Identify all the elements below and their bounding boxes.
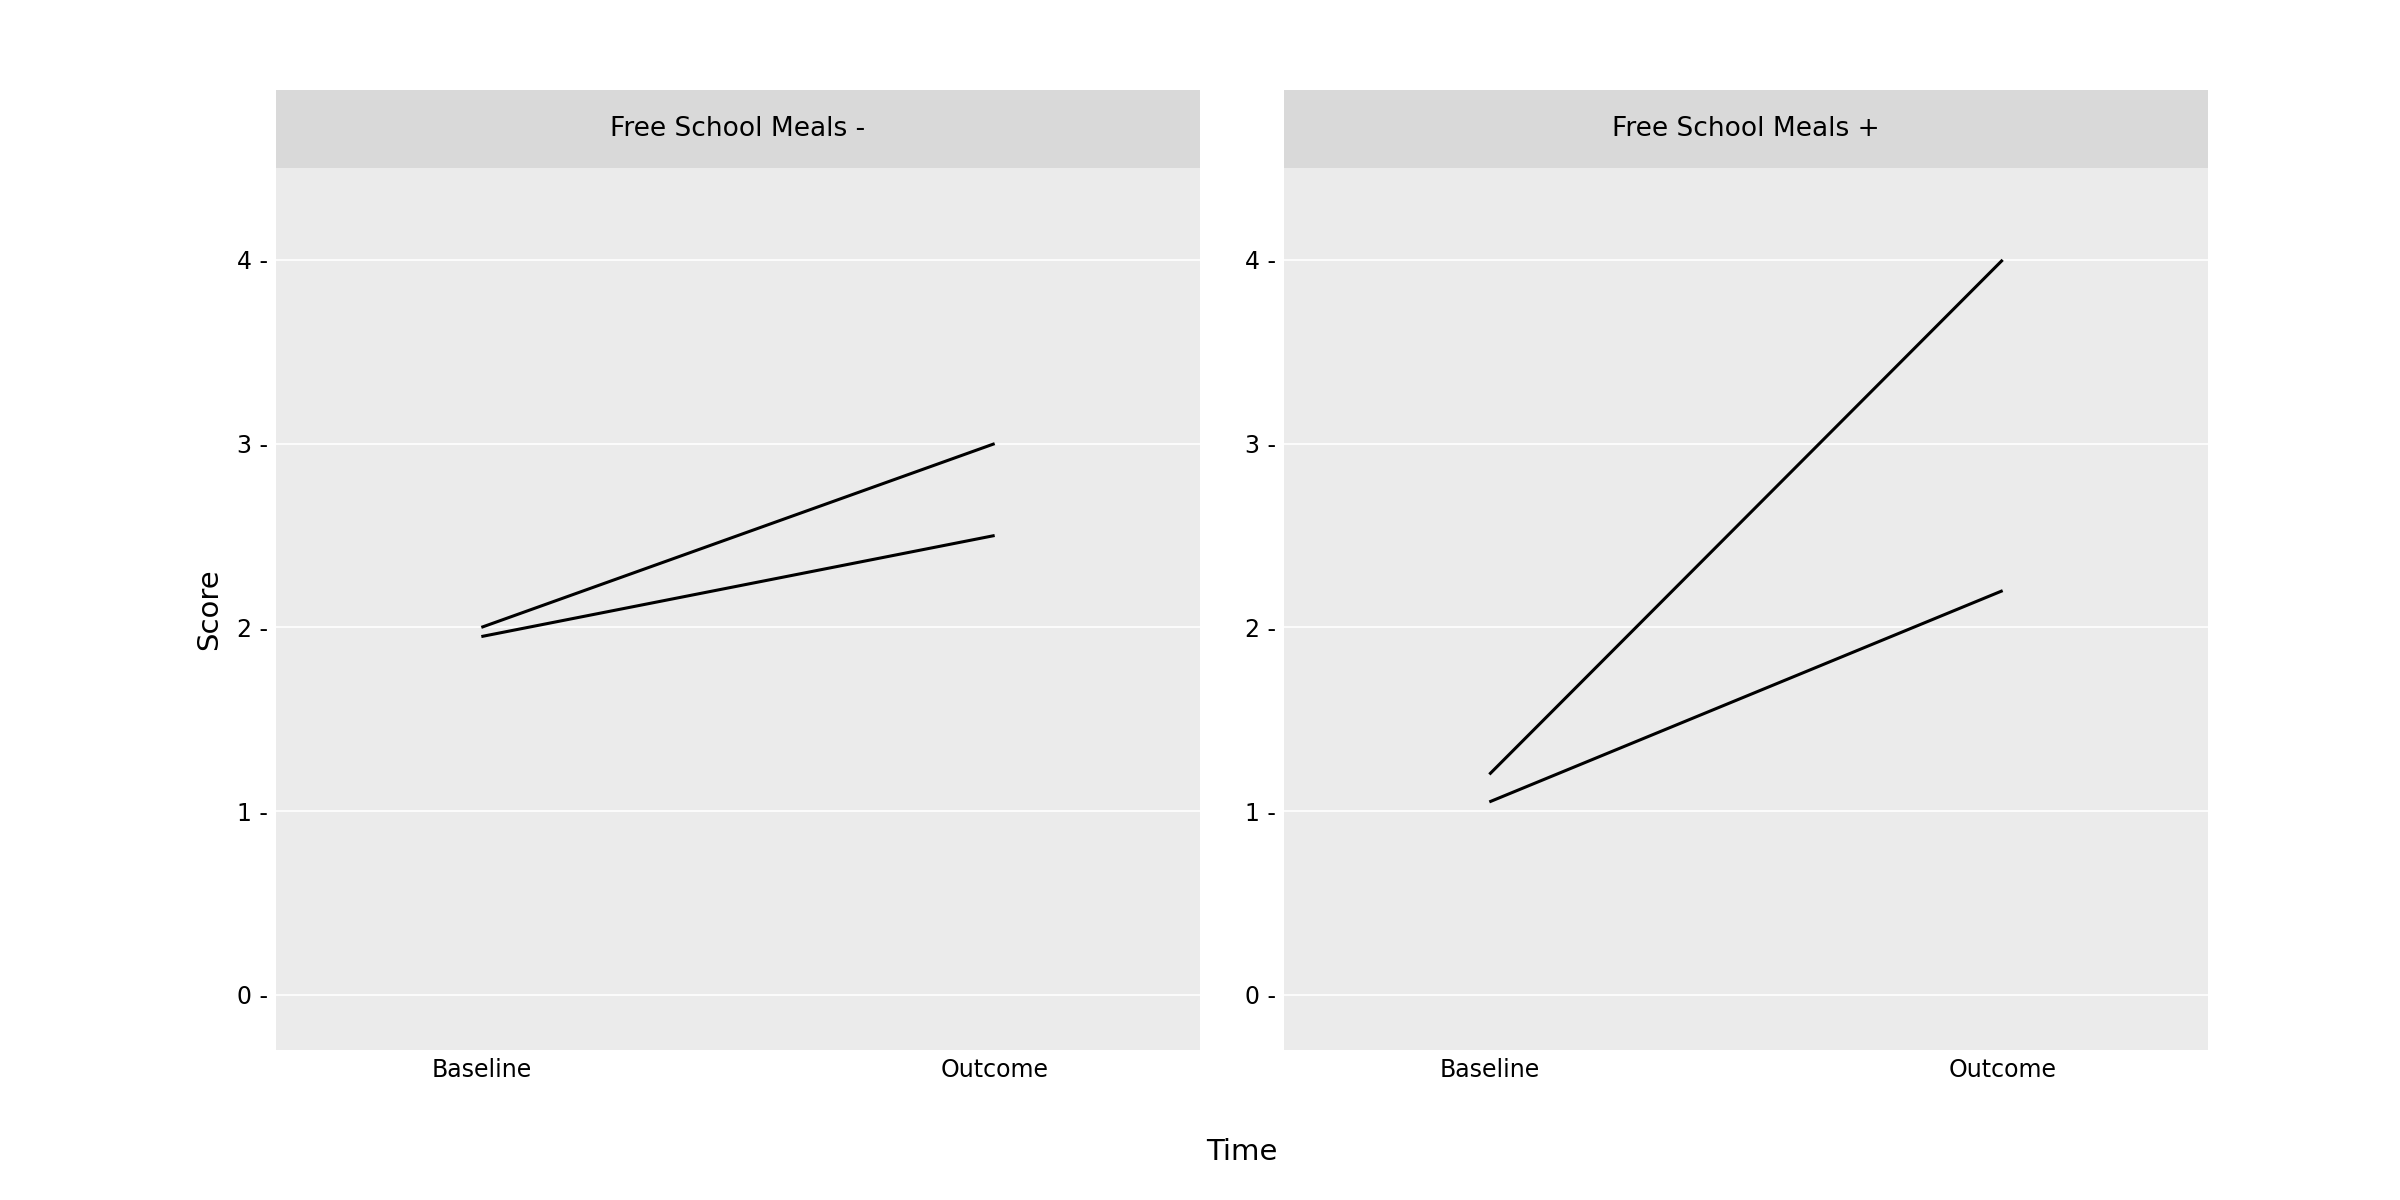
Text: Time: Time <box>1207 1138 1277 1166</box>
Y-axis label: Score: Score <box>194 568 223 650</box>
Text: Free School Meals +: Free School Meals + <box>1613 116 1879 142</box>
Text: Free School Meals -: Free School Meals - <box>610 116 866 142</box>
